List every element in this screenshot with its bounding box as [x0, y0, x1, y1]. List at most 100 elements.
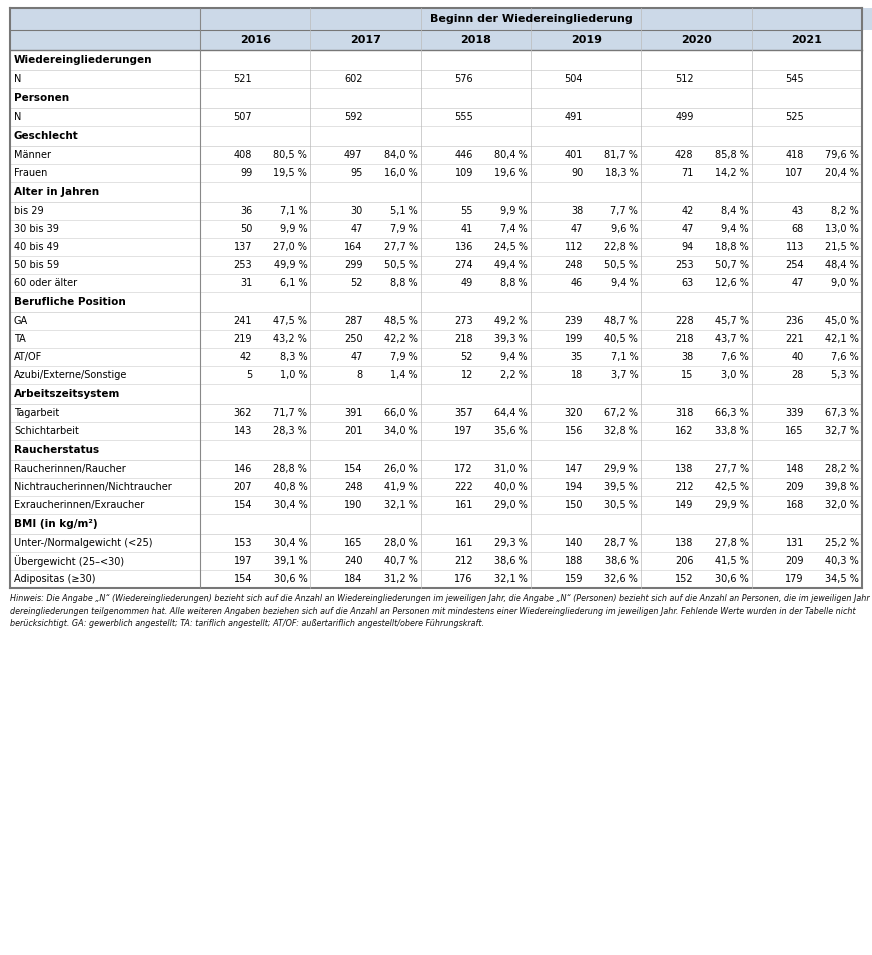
Text: 8,2 %: 8,2 %: [831, 206, 859, 216]
Text: 140: 140: [565, 538, 583, 548]
Bar: [10, 292, 862, 312]
Text: 90: 90: [571, 168, 583, 178]
Text: 38,6 %: 38,6 %: [604, 556, 638, 566]
Text: 30 bis 39: 30 bis 39: [14, 224, 59, 234]
Text: 7,6 %: 7,6 %: [721, 352, 749, 362]
Text: 64,4 %: 64,4 %: [494, 408, 528, 418]
Text: 154: 154: [234, 500, 252, 510]
Bar: [10, 220, 862, 238]
Bar: [10, 366, 862, 384]
Text: 209: 209: [786, 556, 804, 566]
Text: 555: 555: [454, 112, 473, 122]
Text: 41,9 %: 41,9 %: [384, 482, 418, 492]
Text: bis 29: bis 29: [14, 206, 44, 216]
Text: 2019: 2019: [570, 35, 602, 45]
Text: 32,7 %: 32,7 %: [825, 426, 859, 436]
Bar: [10, 30, 200, 50]
Bar: [10, 274, 862, 292]
Text: 179: 179: [786, 574, 804, 584]
Text: 30: 30: [351, 206, 363, 216]
Text: 30,6 %: 30,6 %: [274, 574, 307, 584]
Text: 318: 318: [675, 408, 693, 418]
Bar: [10, 238, 862, 256]
Text: 7,9 %: 7,9 %: [390, 352, 418, 362]
Text: 40,7 %: 40,7 %: [384, 556, 418, 566]
Text: 68: 68: [792, 224, 804, 234]
Bar: [10, 330, 862, 348]
Text: 29,9 %: 29,9 %: [715, 500, 749, 510]
Text: 507: 507: [234, 112, 252, 122]
Text: 161: 161: [454, 538, 473, 548]
Text: 49: 49: [460, 278, 473, 288]
Text: 34,5 %: 34,5 %: [825, 574, 859, 584]
Bar: [10, 164, 862, 182]
Text: 146: 146: [234, 464, 252, 474]
Text: 339: 339: [786, 408, 804, 418]
Text: 22,8 %: 22,8 %: [604, 242, 638, 252]
Text: 42,5 %: 42,5 %: [715, 482, 749, 492]
Text: 42: 42: [240, 352, 252, 362]
Bar: [10, 8, 200, 30]
Text: 66,0 %: 66,0 %: [384, 408, 418, 418]
Text: Personen: Personen: [14, 93, 69, 103]
Text: 43,2 %: 43,2 %: [274, 334, 307, 344]
Text: 94: 94: [681, 242, 693, 252]
Text: N: N: [14, 74, 22, 84]
Text: Alter in Jahren: Alter in Jahren: [14, 187, 99, 197]
Text: 40,5 %: 40,5 %: [604, 334, 638, 344]
Text: 8,3 %: 8,3 %: [280, 352, 307, 362]
Text: 136: 136: [454, 242, 473, 252]
Text: 12,6 %: 12,6 %: [715, 278, 749, 288]
Text: 149: 149: [675, 500, 693, 510]
Bar: [310, 30, 420, 50]
Text: 156: 156: [565, 426, 583, 436]
Text: 29,9 %: 29,9 %: [604, 464, 638, 474]
Text: 197: 197: [234, 556, 252, 566]
Text: Berufliche Position: Berufliche Position: [14, 297, 126, 307]
Text: 287: 287: [344, 316, 363, 326]
Text: 40,3 %: 40,3 %: [825, 556, 859, 566]
Text: 12: 12: [460, 370, 473, 380]
Text: 20,4 %: 20,4 %: [825, 168, 859, 178]
Text: 26,0 %: 26,0 %: [384, 464, 418, 474]
Text: 161: 161: [454, 500, 473, 510]
Text: 154: 154: [344, 464, 363, 474]
Text: 7,1 %: 7,1 %: [610, 352, 638, 362]
Text: 1,4 %: 1,4 %: [390, 370, 418, 380]
Text: 3,0 %: 3,0 %: [721, 370, 749, 380]
Text: 491: 491: [565, 112, 583, 122]
Text: 50 bis 59: 50 bis 59: [14, 260, 59, 270]
Text: 21,5 %: 21,5 %: [825, 242, 859, 252]
Text: Arbeitszeitsystem: Arbeitszeitsystem: [14, 389, 120, 399]
Text: 9,4 %: 9,4 %: [501, 352, 528, 362]
Text: 48,5 %: 48,5 %: [384, 316, 418, 326]
Text: 113: 113: [786, 242, 804, 252]
Bar: [10, 440, 862, 460]
Text: Frauen: Frauen: [14, 168, 47, 178]
Text: 46: 46: [571, 278, 583, 288]
Bar: [10, 534, 862, 552]
Text: 45,7 %: 45,7 %: [715, 316, 749, 326]
Text: 8: 8: [357, 370, 363, 380]
Text: 7,6 %: 7,6 %: [831, 352, 859, 362]
Text: 138: 138: [675, 464, 693, 474]
Text: Tagarbeit: Tagarbeit: [14, 408, 59, 418]
Text: 148: 148: [786, 464, 804, 474]
Text: 50,5 %: 50,5 %: [384, 260, 418, 270]
Text: 212: 212: [675, 482, 693, 492]
Text: 240: 240: [344, 556, 363, 566]
Text: 5: 5: [246, 370, 252, 380]
Text: Raucherstatus: Raucherstatus: [14, 445, 99, 455]
Text: 50,7 %: 50,7 %: [715, 260, 749, 270]
Text: 199: 199: [565, 334, 583, 344]
Text: 34,0 %: 34,0 %: [384, 426, 418, 436]
Text: 42,1 %: 42,1 %: [825, 334, 859, 344]
Text: 52: 52: [350, 278, 363, 288]
Text: 52: 52: [460, 352, 473, 362]
Text: 24,5 %: 24,5 %: [494, 242, 528, 252]
Text: 320: 320: [565, 408, 583, 418]
Text: 197: 197: [454, 426, 473, 436]
Text: 71: 71: [681, 168, 693, 178]
Bar: [200, 8, 872, 30]
Bar: [10, 108, 862, 126]
